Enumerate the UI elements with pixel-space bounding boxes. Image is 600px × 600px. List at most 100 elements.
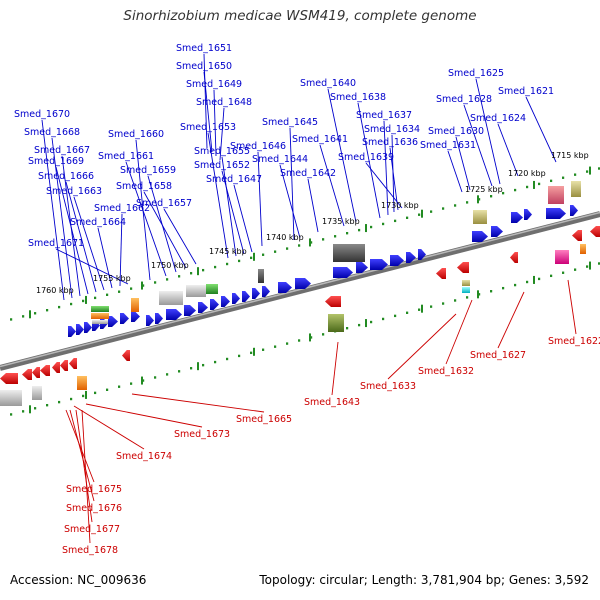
gene-label-smed_1664[interactable]: Smed_1664 [70,217,126,228]
gray-feature-box[interactable] [0,390,22,406]
gene-label-smed_1675[interactable]: Smed_1675 [66,484,122,495]
forward-gene-arrow[interactable] [108,316,118,327]
forward-gene-arrow[interactable] [418,249,426,260]
gene-label-smed_1676[interactable]: Smed_1676 [66,503,122,514]
forward-gene-arrow[interactable] [166,309,182,320]
gene-label-smed_1657[interactable]: Smed_1657 [136,198,192,209]
gene-label-smed_1634[interactable]: Smed_1634 [364,124,420,135]
gene-label-smed_1631[interactable]: Smed_1631 [420,140,476,151]
green-feature-box[interactable] [91,306,109,312]
gene-label-smed_1677[interactable]: Smed_1677 [64,524,120,535]
khaki-feature-box[interactable] [473,210,487,224]
gene-label-smed_1667[interactable]: Smed_1667 [34,145,90,156]
forward-gene-arrow[interactable] [242,291,250,302]
magenta-feature-box[interactable] [555,250,569,264]
gene-label-smed_1633[interactable]: Smed_1633 [360,381,416,392]
olive-feature-box[interactable] [328,314,344,332]
orange-feature-box[interactable] [580,244,586,254]
reverse-gene-arrow[interactable] [69,358,77,369]
gene-label-smed_1674[interactable]: Smed_1674 [116,451,172,462]
forward-gene-arrow[interactable] [491,226,503,237]
reverse-gene-arrow[interactable] [436,268,446,279]
forward-gene-arrow[interactable] [146,315,154,326]
orange-feature-box[interactable] [131,298,139,312]
gray-feature-box[interactable] [159,291,183,305]
gene-label-smed_1632[interactable]: Smed_1632 [418,366,474,377]
gene-label-smed_1641[interactable]: Smed_1641 [292,134,348,145]
forward-gene-arrow[interactable] [546,208,566,219]
gene-label-smed_1669[interactable]: Smed_1669 [28,156,84,167]
orange-feature-box[interactable] [77,376,87,390]
forward-gene-arrow[interactable] [295,278,311,289]
gene-label-smed_1645[interactable]: Smed_1645 [262,117,318,128]
forward-gene-arrow[interactable] [68,326,76,337]
gene-label-smed_1653[interactable]: Smed_1653 [180,122,236,133]
green-feature-box[interactable] [206,284,218,294]
reverse-gene-arrow[interactable] [510,252,518,263]
forward-gene-arrow[interactable] [390,255,404,266]
gene-label-smed_1671[interactable]: Smed_1671 [28,238,84,249]
gene-label-smed_1638[interactable]: Smed_1638 [330,92,386,103]
gene-label-smed_1661[interactable]: Smed_1661 [98,151,154,162]
reverse-gene-arrow[interactable] [590,226,600,237]
forward-gene-arrow[interactable] [210,299,219,310]
gene-label-smed_1655[interactable]: Smed_1655 [194,146,250,157]
dark-feature-box[interactable] [333,244,365,262]
reverse-gene-arrow[interactable] [52,362,60,373]
forward-gene-arrow[interactable] [333,267,353,278]
forward-gene-arrow[interactable] [84,322,92,333]
forward-gene-arrow[interactable] [221,296,230,307]
gene-label-smed_1622[interactable]: Smed_1622 [548,336,600,347]
gene-label-smed_1668[interactable]: Smed_1668 [24,127,80,138]
forward-gene-arrow[interactable] [131,311,140,322]
gene-label-smed_1637[interactable]: Smed_1637 [356,110,412,121]
gene-label-smed_1621[interactable]: Smed_1621 [498,86,554,97]
gene-label-smed_1646[interactable]: Smed_1646 [230,141,286,152]
gene-label-smed_1666[interactable]: Smed_1666 [38,171,94,182]
reverse-gene-arrow[interactable] [32,367,40,378]
reverse-gene-arrow[interactable] [0,373,18,384]
cyan-feature-box[interactable] [462,287,470,293]
gene-label-smed_1649[interactable]: Smed_1649 [186,79,242,90]
reverse-gene-arrow[interactable] [60,360,68,371]
forward-gene-arrow[interactable] [278,282,292,293]
gene-label-smed_1648[interactable]: Smed_1648 [196,97,252,108]
forward-gene-arrow[interactable] [262,286,270,297]
gene-label-smed_1642[interactable]: Smed_1642 [280,168,336,179]
gene-label-smed_1644[interactable]: Smed_1644 [252,154,308,165]
forward-gene-arrow[interactable] [76,324,84,335]
gene-label-smed_1640[interactable]: Smed_1640 [300,78,356,89]
gene-label-smed_1650[interactable]: Smed_1650 [176,61,232,72]
gene-label-smed_1651[interactable]: Smed_1651 [176,43,232,54]
gene-label-smed_1630[interactable]: Smed_1630 [428,126,484,137]
forward-gene-arrow[interactable] [155,313,163,324]
gray-feature-box[interactable] [92,320,108,324]
forward-gene-arrow[interactable] [570,205,578,216]
reverse-gene-arrow[interactable] [22,369,32,380]
gene-label-smed_1665[interactable]: Smed_1665 [236,414,292,425]
dark-feature-box[interactable] [258,269,264,283]
forward-gene-arrow[interactable] [370,259,388,270]
forward-gene-arrow[interactable] [472,231,488,242]
gene-label-smed_1658[interactable]: Smed_1658 [116,181,172,192]
gene-label-smed_1628[interactable]: Smed_1628 [436,94,492,105]
forward-gene-arrow[interactable] [252,288,260,299]
gene-label-smed_1652[interactable]: Smed_1652 [194,160,250,171]
gene-label-smed_1673[interactable]: Smed_1673 [174,429,230,440]
khaki-feature-box[interactable] [571,181,581,197]
gene-label-smed_1670[interactable]: Smed_1670 [14,109,70,120]
forward-gene-arrow[interactable] [356,262,368,273]
khaki-feature-box[interactable] [462,280,470,286]
forward-gene-arrow[interactable] [511,212,523,223]
reverse-gene-arrow[interactable] [457,262,469,273]
gray-feature-box[interactable] [32,386,42,400]
pink-feature-box[interactable] [548,186,564,204]
forward-gene-arrow[interactable] [232,293,240,304]
gene-label-smed_1643[interactable]: Smed_1643 [304,397,360,408]
gene-label-smed_1660[interactable]: Smed_1660 [108,129,164,140]
gene-label-smed_1636[interactable]: Smed_1636 [362,137,418,148]
gene-label-smed_1624[interactable]: Smed_1624 [470,113,526,124]
reverse-gene-arrow[interactable] [40,365,50,376]
gene-label-smed_1647[interactable]: Smed_1647 [206,174,262,185]
orange-feature-box[interactable] [91,313,109,319]
